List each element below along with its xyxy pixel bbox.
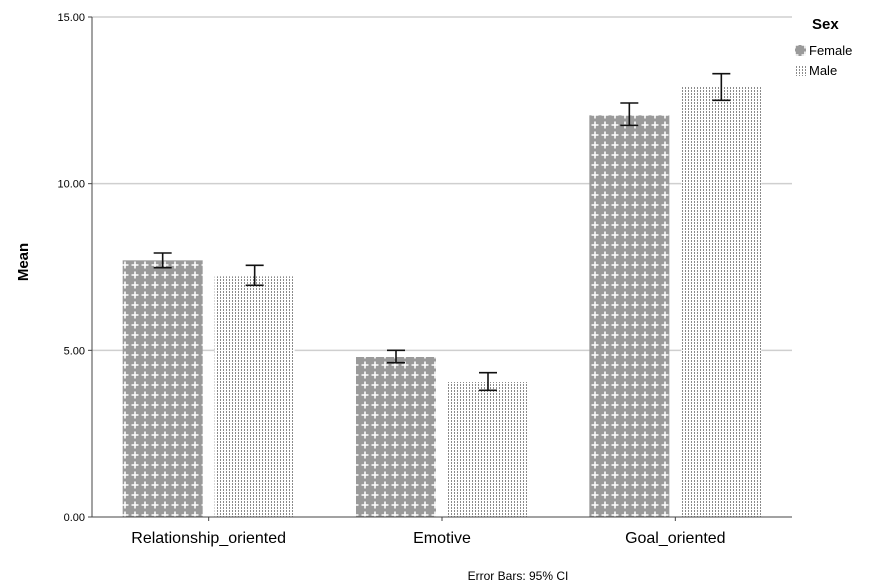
legend-label-male: Male bbox=[809, 63, 837, 78]
bar-female-relationship_oriented bbox=[122, 260, 203, 517]
error-bar-male-emotive bbox=[479, 371, 497, 392]
legend: Sex Female Male bbox=[795, 16, 852, 78]
bar-male-relationship_oriented bbox=[214, 276, 295, 517]
y-tick-labels: 0.00 5.00 10.00 15.00 bbox=[57, 12, 92, 524]
y-axis-title: Mean bbox=[15, 243, 32, 281]
bar-female-emotive bbox=[356, 357, 436, 517]
error-bars bbox=[153, 72, 731, 392]
error-bar-female-emotive bbox=[387, 349, 405, 364]
y-tick-label: 5.00 bbox=[64, 345, 85, 357]
bar-male-goal_oriented bbox=[681, 87, 762, 517]
error-bar-male-relationship_oriented bbox=[245, 264, 264, 287]
x-tick-label: Goal_oriented bbox=[625, 530, 726, 547]
error-bar-female-relationship_oriented bbox=[153, 252, 172, 269]
y-tick-label: 10.00 bbox=[57, 179, 85, 191]
gridlines bbox=[92, 16, 792, 352]
legend-items: Female Male bbox=[795, 43, 852, 78]
legend-swatch-male bbox=[795, 65, 806, 76]
legend-swatch-female bbox=[795, 45, 806, 56]
bar-female-goal_oriented bbox=[589, 115, 670, 517]
error-bar-female-goal_oriented bbox=[620, 102, 639, 127]
bar-male-emotive bbox=[448, 382, 528, 517]
x-tick-label: Emotive bbox=[413, 530, 471, 547]
error-bar-male-goal_oriented bbox=[712, 72, 731, 102]
error-bars-footnote: Error Bars: 95% CI bbox=[468, 569, 569, 583]
legend-label-female: Female bbox=[809, 43, 852, 58]
y-tick-label: 15.00 bbox=[57, 12, 85, 24]
legend-title: Sex bbox=[812, 16, 839, 33]
x-tick-labels: Relationship_oriented Emotive Goal_oriente… bbox=[131, 517, 726, 547]
bars bbox=[122, 87, 762, 517]
x-tick-label: Relationship_oriented bbox=[131, 530, 286, 547]
y-tick-label: 0.00 bbox=[64, 512, 85, 524]
